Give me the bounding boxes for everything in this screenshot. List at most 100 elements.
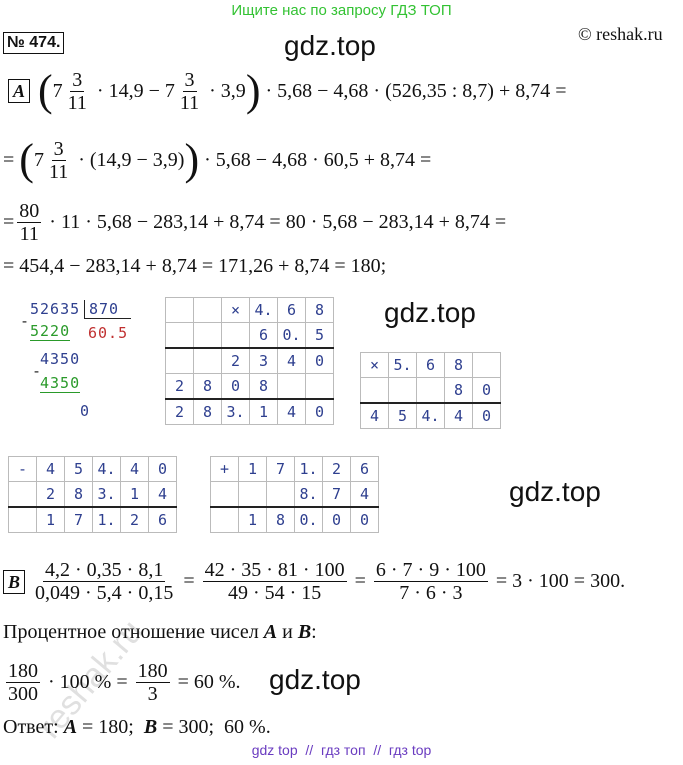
numerator: 42 · 35 · 81 · 100 [202, 558, 347, 582]
grid-cell: 3 [249, 347, 278, 374]
grid-cell: 1 [36, 506, 65, 533]
grid-row: × 5. 6 8 [360, 352, 501, 378]
fraction: 4,2 · 0,35 · 8,1 0,049 · 5,4 · 0,15 [33, 559, 175, 604]
text: = [178, 569, 200, 592]
quotient: 60.5 [88, 324, 129, 342]
paren: ) [184, 135, 200, 184]
grid-cell [238, 481, 267, 508]
grid-cell: 4 [277, 347, 306, 374]
text: · (14,9 − 3,9) [73, 148, 185, 171]
grid-cell: 0 [305, 398, 334, 425]
grid-cell: 0 [148, 456, 177, 482]
fraction: 6 · 7 · 9 · 100 7 · 6 · 3 [373, 559, 488, 604]
grid-cell: 2 [165, 398, 194, 425]
grid-row: 6 0. 5 [165, 322, 334, 349]
grid-cell: 3. [221, 398, 250, 425]
division-result: 0 [80, 402, 91, 420]
grid-cell: 8 [444, 377, 473, 404]
grid-cell: 0 [350, 506, 379, 533]
variable: B [143, 715, 158, 738]
grid-cell: 5. [388, 352, 417, 378]
denominator: 7 · 6 · 3 [399, 581, 463, 604]
fraction: 42 · 35 · 81 · 100 49 · 54 · 15 [202, 558, 347, 604]
grid-row: 4 5 4. 4 0 [360, 402, 501, 429]
grid-cell: 1 [238, 456, 267, 482]
denominator: 0,049 · 5,4 · 0,15 [35, 581, 174, 604]
grid-cell: 4 [120, 456, 149, 482]
grid-cell: 8 [193, 398, 222, 425]
math-line: 180 300 · 100 % = 180 3 = 60 %. [3, 659, 241, 705]
grid-row: 2 8 3. 1 4 [8, 481, 177, 508]
math-line: = (7 3 11 · (14,9 − 3,9)) · 5,68 − 4,68 · … [3, 137, 431, 183]
grid-cell: 7 [322, 481, 351, 508]
text: = 3 · 100 = 300. [490, 569, 626, 592]
grid-cell [416, 377, 445, 404]
grid-cell: 6 [277, 297, 306, 323]
paren: ) [245, 66, 261, 115]
grid-cell [8, 506, 37, 533]
grid-cell: × [360, 352, 389, 378]
text-line: Процентное отношение чисел A и B: [3, 609, 317, 655]
watermark: gdz.top [509, 476, 601, 507]
grid-cell [305, 373, 334, 400]
dividend: 52635 [30, 300, 81, 318]
grid-row: +1 7 1. 2 6 [210, 456, 379, 482]
denominator: 3 [147, 682, 158, 705]
grid-table: × 5. 6 8 8 0 4 5 4. 4 0 [360, 352, 501, 429]
grid-cell: 0. [277, 322, 306, 349]
denominator: 11 [179, 91, 200, 114]
grid-cell: 4 [148, 481, 177, 508]
grid-cell [210, 506, 239, 533]
grid-cell: 4 [360, 402, 389, 429]
grid-cell: 8 [64, 481, 93, 508]
grid-cell: 0 [221, 373, 250, 400]
grid-cell: 2 [221, 347, 250, 374]
text: : [311, 620, 317, 643]
paren: ( [19, 135, 34, 184]
grid-cell [165, 347, 194, 374]
grid-cell: 4 [277, 398, 306, 425]
subtrahend: 4350 [40, 374, 81, 393]
grid-cell: 5 [305, 322, 334, 349]
mult-grid: × 4. 6 8 6 0. 5 2 3 4 0 2 8 0 8 2 8 3. 1 4 0 [165, 297, 334, 425]
text: · 5,68 − 4,68 · (526,35 : 8,7) + 8,74 = [260, 79, 567, 102]
text: Процентное отношение чисел [3, 620, 264, 643]
watermark: gdz.top [284, 30, 376, 61]
fraction: 80 11 [17, 199, 42, 245]
variable: A [63, 715, 78, 738]
fraction: 3 11 [47, 138, 70, 183]
text: и [277, 620, 298, 643]
grid-cell: 6 [350, 456, 379, 482]
grid-cell: 4 [444, 402, 473, 429]
grid-cell: 4 [350, 481, 379, 508]
grid-cell: 4. [92, 456, 121, 482]
watermark: gdz.top [269, 664, 361, 695]
fraction: 3 11 [66, 69, 89, 114]
grid-cell: 0. [294, 506, 323, 533]
sub-grid: -4 5 4. 4 0 2 8 3. 1 4 1 7 1. 2 6 [8, 456, 177, 533]
grid-cell: 0 [305, 347, 334, 374]
text: = 454,4 − 283,14 + 8,74 = 171,26 + 8,74 … [3, 254, 387, 277]
grid-cell: 4. [416, 402, 445, 429]
grid-cell: 4. [249, 297, 278, 323]
grid-row: 8. 7 4 [210, 481, 379, 508]
numerator: 180 [135, 659, 170, 683]
grid-row: 1 7 1. 2 6 [8, 506, 177, 533]
grid-cell: 1. [92, 506, 121, 533]
variable: A [263, 620, 278, 643]
numerator: 180 [6, 659, 40, 683]
numerator: 4,2 · 0,35 · 8,1 [43, 558, 166, 582]
grid-cell: 8 [266, 506, 295, 533]
answer-line: Ответ: A = 180; B = 300; 60 %. [3, 704, 271, 750]
grid-cell [210, 481, 239, 508]
numerator: 80 [17, 199, 42, 223]
grid-cell: 8. [294, 481, 323, 508]
grid-cell [472, 352, 501, 378]
minus: - [32, 362, 43, 380]
grid-cell: 7 [64, 506, 93, 533]
grid-cell: 0 [472, 402, 501, 429]
grid-cell: 3. [92, 481, 121, 508]
grid-cell [193, 297, 222, 323]
